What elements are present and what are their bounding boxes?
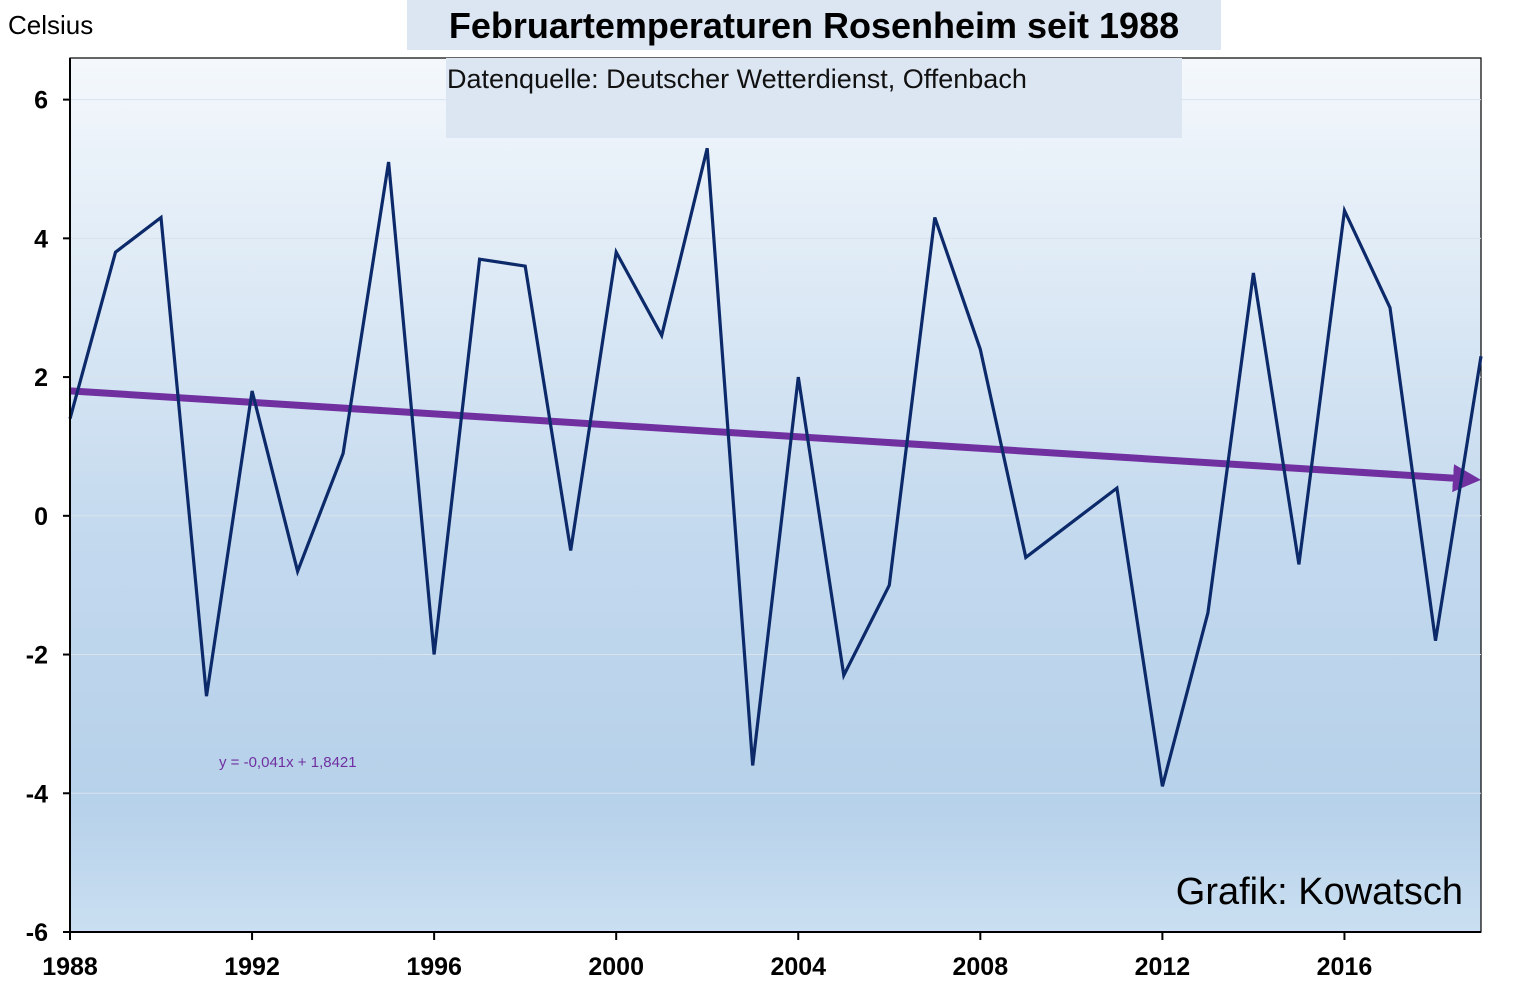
trendline [69, 387, 1481, 493]
x-tick-label: 1996 [406, 953, 462, 981]
y-tick-label: 2 [34, 364, 48, 392]
chart-credit: Grafik: Kowatsch [1176, 871, 1463, 913]
title-box [407, 0, 1221, 50]
y-tick-label: 6 [34, 87, 48, 115]
trendline-arrow [69, 387, 1481, 493]
subtitle-box [446, 58, 1182, 138]
x-tick-label: 2008 [953, 953, 1009, 981]
chart-title: Februartemperaturen Rosenheim seit 1988 [449, 5, 1179, 46]
y-tick-label: -2 [26, 642, 48, 670]
trendline-equation: y = -0,041x + 1,8421 [219, 754, 357, 771]
y-axis-label: Celsius [8, 10, 93, 40]
gridlines [70, 99, 1481, 794]
x-tick-label: 2012 [1135, 953, 1191, 981]
chart-subtitle: Datenquelle: Deutscher Wetterdienst, Off… [447, 64, 1027, 94]
y-ticks: 6 4 2 0 -2 -4 -6 [26, 87, 70, 947]
y-tick-label: -6 [26, 919, 48, 947]
x-tick-label: 2016 [1317, 953, 1373, 981]
x-tick-label: 1988 [42, 953, 98, 981]
series-layer [68, 147, 1483, 787]
x-tick-label: 1992 [224, 953, 280, 981]
x-ticks: 1988 1992 1996 2000 2004 2008 2012 2016 [42, 932, 1372, 981]
y-tick-label: -4 [26, 780, 48, 808]
y-tick-label: 4 [34, 225, 48, 253]
plot-area [69, 57, 1482, 933]
series-line [68, 147, 1483, 787]
x-tick-label: 2000 [588, 953, 644, 981]
x-tick-label: 2004 [770, 953, 826, 981]
y-tick-label: 0 [34, 503, 48, 531]
